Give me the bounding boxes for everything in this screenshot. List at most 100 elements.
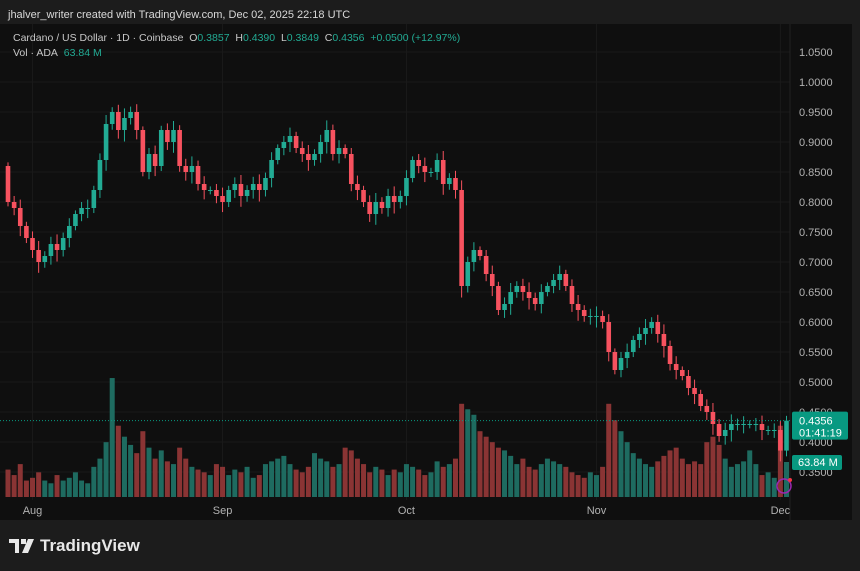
candle-body — [257, 184, 262, 190]
volume-bar — [471, 414, 477, 497]
candle-body — [551, 280, 556, 286]
candle-body — [269, 160, 274, 178]
candle-body — [11, 202, 17, 208]
volume-bar — [716, 444, 722, 497]
candle-body — [765, 430, 771, 431]
volume-bar — [336, 464, 342, 497]
candle-body — [747, 424, 753, 425]
candle-body — [637, 334, 642, 340]
candle-body — [207, 190, 213, 191]
y-tick-label: 0.6500 — [799, 287, 833, 299]
volume-bar — [753, 464, 759, 497]
volume-bar — [483, 436, 489, 497]
candle-body — [281, 142, 287, 148]
candle-body — [189, 166, 195, 172]
volume-bar — [593, 475, 599, 497]
candle-body — [67, 226, 72, 238]
candle-body — [489, 274, 495, 286]
volume-bar — [11, 475, 17, 497]
candle-body — [177, 130, 182, 166]
candle-body — [667, 346, 673, 364]
candle-body — [710, 412, 716, 424]
candle-body — [152, 154, 158, 166]
volume-bar — [164, 461, 170, 497]
volume-bar — [551, 461, 557, 497]
brand-name: TradingView — [40, 536, 140, 555]
volume-bar — [121, 436, 127, 497]
volume-bar — [17, 464, 23, 497]
candle-body — [735, 424, 740, 425]
candle-body — [698, 394, 703, 406]
low-value: 0.3849 — [286, 32, 319, 44]
volume-bar — [465, 409, 471, 497]
y-tick-label: 0.9500 — [799, 107, 833, 119]
candle-body — [784, 420, 789, 451]
symbol-title[interactable]: Cardano / US Dollar · 1D · Coinbase — [13, 32, 184, 44]
volume-bar — [495, 447, 501, 497]
volume-bar — [171, 464, 177, 497]
candle-body — [459, 190, 464, 286]
volume-bar — [244, 466, 250, 497]
candle-body — [330, 130, 336, 154]
candle-body — [373, 202, 379, 214]
volume-bar — [324, 461, 330, 497]
volume-bar — [48, 483, 54, 497]
volume-bar — [177, 447, 183, 497]
candle-body — [404, 178, 409, 196]
price-tag-value: 0.4356 — [799, 416, 833, 428]
volume-value: 63.84 M — [63, 47, 102, 59]
tradingview-logo-icon — [9, 539, 34, 553]
candle-body — [312, 154, 317, 160]
candle-body — [226, 190, 231, 202]
y-tick-label: 0.8000 — [799, 197, 833, 209]
candle-body — [146, 154, 152, 172]
candle-body — [440, 160, 446, 184]
candle-body — [134, 112, 140, 130]
candle-body — [655, 322, 661, 334]
volume-bar — [410, 466, 416, 497]
candle-body — [477, 250, 483, 256]
volume-bar — [287, 464, 293, 497]
candle-body — [367, 202, 372, 214]
volume-bar — [330, 466, 336, 497]
volume-bar — [459, 403, 465, 497]
volume-bar — [348, 450, 354, 497]
y-tick-label: 0.8500 — [799, 167, 833, 179]
volume-bar — [600, 466, 606, 497]
volume-bar — [42, 480, 48, 497]
candle-body — [24, 226, 29, 238]
candle-body — [447, 178, 452, 184]
candle-body — [324, 130, 330, 142]
x-tick-label: Nov — [587, 505, 607, 517]
volume-bar — [526, 466, 532, 497]
volume-bar — [91, 466, 97, 497]
x-tick-label: Sep — [213, 505, 233, 517]
volume-bar — [643, 464, 649, 497]
candle-body — [183, 166, 189, 172]
volume-bar — [692, 461, 698, 497]
volume-bar — [679, 458, 685, 497]
candle-body — [741, 424, 746, 425]
ohlc-row: Cardano / US Dollar · 1D · Coinbase O0.3… — [13, 31, 460, 46]
volume-bar — [704, 442, 710, 497]
candle-body — [618, 358, 624, 370]
alert-dot-icon — [788, 478, 792, 482]
candle-body — [465, 262, 471, 286]
volume-bar — [422, 475, 428, 497]
candle-body — [661, 334, 667, 346]
volume-bar — [734, 464, 740, 497]
candle-body — [348, 154, 354, 184]
volume-bar — [226, 475, 232, 497]
volume-tag — [792, 455, 842, 470]
volume-bar — [397, 472, 403, 497]
candle-body — [361, 190, 366, 202]
x-tick-label: Aug — [23, 505, 43, 517]
candle-body — [520, 286, 526, 292]
volume-bar — [207, 475, 213, 497]
chart-legend: Cardano / US Dollar · 1D · Coinbase O0.3… — [13, 31, 460, 61]
candle-body — [109, 112, 115, 124]
candle-body — [575, 304, 581, 310]
candle-body — [275, 148, 281, 160]
candle-body — [140, 130, 146, 172]
